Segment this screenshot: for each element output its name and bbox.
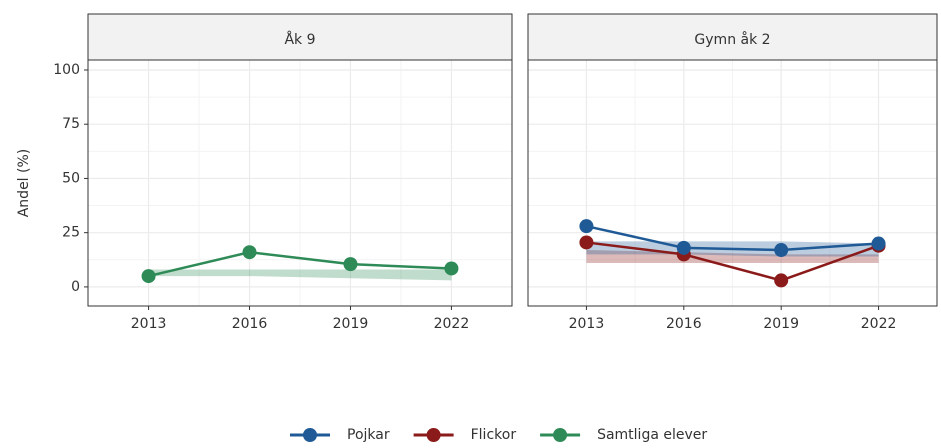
y-tick-label: 100 xyxy=(53,62,80,78)
legend-key xyxy=(553,428,568,442)
point xyxy=(444,261,459,276)
point xyxy=(579,219,594,234)
point xyxy=(774,273,789,288)
y-tick-label: 25 xyxy=(62,225,80,241)
y-tick-label: 50 xyxy=(62,170,80,186)
legend-label: Flickor xyxy=(471,427,517,443)
legend-key xyxy=(303,428,317,442)
strip xyxy=(87,13,513,61)
line xyxy=(586,241,879,282)
legend-key xyxy=(426,428,441,442)
panel-border xyxy=(87,59,513,307)
point xyxy=(141,269,156,284)
point xyxy=(871,236,886,251)
y-tick-label: 0 xyxy=(71,279,80,295)
panel-border xyxy=(527,59,938,307)
point xyxy=(343,257,358,272)
ribbon xyxy=(148,269,452,281)
point xyxy=(579,235,594,250)
x-tick-label: 2013 xyxy=(569,316,605,332)
line xyxy=(586,224,879,252)
line xyxy=(148,250,452,278)
point xyxy=(676,240,691,255)
x-tick-label: 2022 xyxy=(434,316,470,332)
strip-title: Gymn åk 2 xyxy=(694,31,770,48)
y-axis-label: Andel (%) xyxy=(16,149,32,218)
point xyxy=(774,243,789,258)
strip-title: Åk 9 xyxy=(284,31,315,48)
ribbon xyxy=(586,250,879,264)
x-tick-label: 2019 xyxy=(333,316,369,332)
y-tick-label: 75 xyxy=(62,116,80,132)
point xyxy=(242,245,257,260)
x-tick-label: 2019 xyxy=(763,316,799,332)
legend-label: Pojkar xyxy=(347,427,390,443)
x-tick-label: 2022 xyxy=(861,316,897,332)
legend-label: Samtliga elever xyxy=(597,427,707,443)
strip xyxy=(527,13,938,61)
x-tick-label: 2016 xyxy=(232,316,268,332)
x-tick-label: 2016 xyxy=(666,316,702,332)
x-tick-label: 2013 xyxy=(131,316,167,332)
